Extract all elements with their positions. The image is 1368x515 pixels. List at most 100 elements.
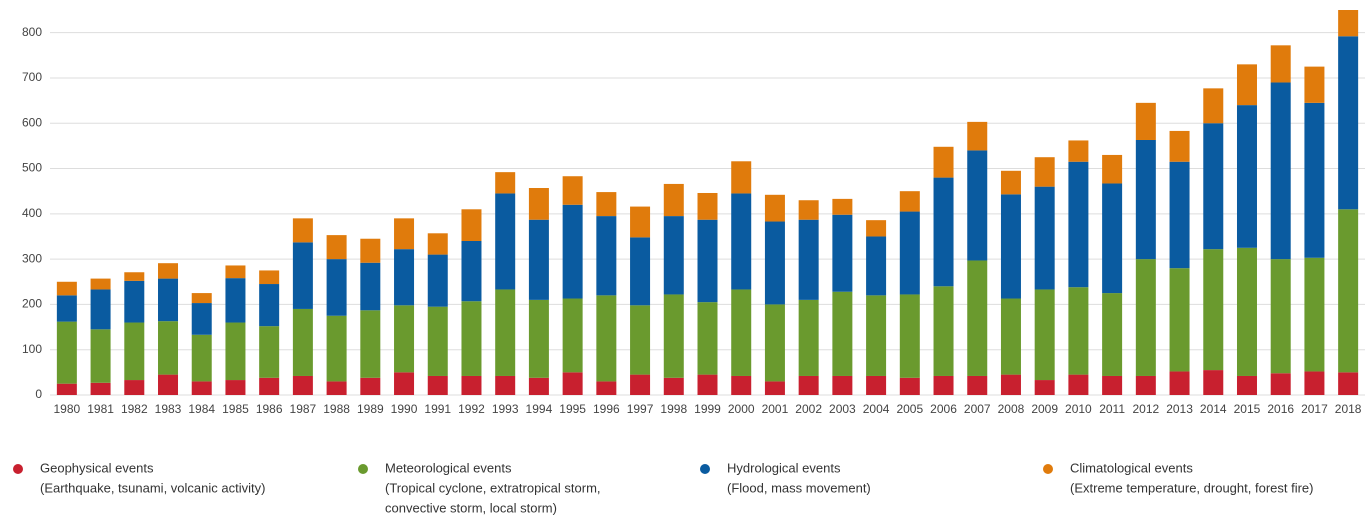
bar-segment: [528, 188, 549, 220]
bar-segment: [427, 306, 448, 376]
bar-segment: [1270, 259, 1291, 374]
bar-segment: [225, 265, 246, 279]
legend-description: (Extreme temperature, drought, forest fi…: [1070, 480, 1313, 495]
bar-segment: [731, 193, 752, 290]
bar-segment: [798, 219, 819, 300]
legend-label: Climatological events: [1070, 460, 1193, 475]
bar-segment: [90, 278, 111, 290]
bar-segment: [292, 242, 313, 309]
bar-segment: [798, 299, 819, 376]
bar-segment: [427, 254, 448, 307]
legend-label: Meteorological events: [385, 460, 512, 475]
x-tick-label: 1988: [323, 402, 350, 416]
bar-segment: [427, 375, 448, 395]
bar-segment: [90, 289, 111, 330]
bar-segment: [764, 304, 785, 382]
bar-segment: [360, 377, 381, 395]
bar-segment: [1102, 183, 1123, 294]
bar-segment: [225, 322, 246, 381]
bar-segment: [326, 235, 347, 260]
bar-segment: [596, 381, 617, 395]
y-tick-label: 500: [22, 161, 42, 175]
bar-segment: [394, 218, 415, 250]
bar-segment: [495, 193, 516, 290]
bar-segment: [427, 233, 448, 255]
bar-segment: [1169, 268, 1190, 372]
bar-segment: [461, 241, 482, 302]
bar-segment: [866, 236, 887, 296]
x-tick-label: 1982: [121, 402, 148, 416]
bar-segment: [495, 172, 516, 194]
bar-segment: [764, 381, 785, 395]
bar-segment: [191, 293, 212, 304]
bar-segment: [360, 262, 381, 311]
bar-segment: [697, 219, 718, 303]
bar-segment: [90, 382, 111, 395]
bar-segment: [1169, 130, 1190, 162]
bar-segment: [1034, 289, 1055, 381]
legend-marker: [1043, 464, 1053, 474]
legend-description: (Earthquake, tsunami, volcanic activity): [40, 480, 265, 495]
bar-segment: [933, 286, 954, 376]
bar-segment: [1000, 194, 1021, 299]
bar-segment: [1000, 298, 1021, 375]
bar-segment: [124, 380, 145, 395]
bar-segment: [1135, 259, 1156, 376]
bar-segment: [1135, 375, 1156, 395]
x-tick-label: 2013: [1166, 402, 1193, 416]
y-tick-label: 800: [22, 25, 42, 39]
legend-label: Hydrological events: [727, 460, 841, 475]
bar-segment: [1000, 170, 1021, 195]
x-tick-label: 1995: [559, 402, 586, 416]
bar-segment: [663, 377, 684, 395]
bar-segment: [1203, 88, 1224, 124]
bar-segment: [630, 305, 651, 375]
bar-segment: [866, 220, 887, 237]
bar-segment: [495, 375, 516, 395]
x-tick-label: 2000: [728, 402, 755, 416]
bar-segment: [899, 211, 920, 295]
x-tick-label: 2009: [1031, 402, 1058, 416]
bar-segment: [1338, 10, 1359, 37]
bar-segment: [1034, 186, 1055, 290]
bar-segment: [1102, 375, 1123, 395]
bar-segment: [461, 375, 482, 395]
bar-segment: [225, 278, 246, 323]
bar-segment: [630, 206, 651, 238]
bar-segment: [56, 321, 77, 384]
legend-description: (Flood, mass movement): [727, 480, 871, 495]
bar-segment: [1304, 371, 1325, 395]
bar-segment: [1203, 370, 1224, 395]
bar-segment: [1338, 209, 1359, 373]
bar-segment: [899, 377, 920, 395]
bar-segment: [158, 263, 179, 279]
y-tick-label: 600: [22, 115, 42, 129]
x-tick-label: 2012: [1132, 402, 1159, 416]
y-tick-label: 300: [22, 251, 42, 265]
bar-segment: [596, 216, 617, 296]
legend-description: convective storm, local storm): [385, 500, 557, 515]
bar-segment: [1203, 123, 1224, 250]
bar-segment: [630, 237, 651, 306]
legend-marker: [358, 464, 368, 474]
x-tick-label: 2008: [998, 402, 1025, 416]
x-tick-label: 1990: [391, 402, 418, 416]
bar-segment: [259, 326, 280, 378]
x-tick-label: 1980: [54, 402, 81, 416]
y-tick-label: 400: [22, 206, 42, 220]
bar-segment: [461, 301, 482, 376]
bar-segment: [731, 375, 752, 395]
bar-segment: [967, 150, 988, 261]
bar-segment: [1102, 293, 1123, 376]
x-tick-label: 2005: [896, 402, 923, 416]
bar-segment: [1270, 373, 1291, 395]
bar-segment: [630, 374, 651, 395]
bar-segment: [528, 219, 549, 300]
bar-segment: [326, 315, 347, 382]
bar-segment: [1135, 102, 1156, 140]
x-tick-label: 1987: [290, 402, 317, 416]
legend-description: (Tropical cyclone, extratropical storm,: [385, 480, 601, 495]
bar-segment: [90, 329, 111, 383]
x-tick-label: 1981: [87, 402, 114, 416]
bar-segment: [1270, 82, 1291, 260]
